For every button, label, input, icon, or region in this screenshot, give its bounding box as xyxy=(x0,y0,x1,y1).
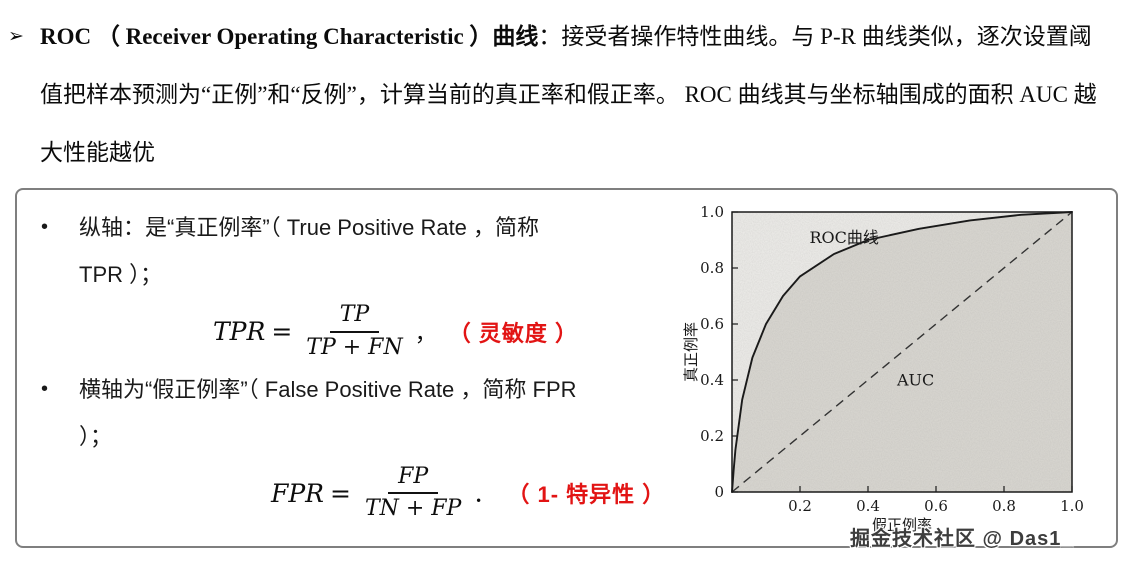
formula-fpr-numerator: FP xyxy=(388,464,439,495)
svg-text:0.4: 0.4 xyxy=(700,371,724,389)
bullet-dot-icon: • xyxy=(41,377,49,400)
intro-paragraph: ➢ ROC （ Receiver Operating Characteristi… xyxy=(0,0,1130,186)
formula-tpr-numerator: TP xyxy=(329,302,380,333)
definitions-column: • 纵轴：是“真正例率”（ True Positive Rate ，简称 TPR… xyxy=(33,198,678,540)
svg-text:0.2: 0.2 xyxy=(788,497,812,515)
vertical-axis-definition: 纵轴：是“真正例率”（ True Positive Rate ，简称 TPR ）… xyxy=(79,215,540,287)
formula-fpr: FPR = FP TN + FP ． （ 1- 特异性 ） xyxy=(271,464,678,524)
formula-fpr-punctuation: ． xyxy=(473,483,496,509)
bullet-dot-icon: • xyxy=(41,216,49,238)
intro-text: ROC （ Receiver Operating Characteristic … xyxy=(40,8,1114,182)
bullet-item-vertical-axis: • 纵轴：是“真正例率”（ True Positive Rate ，简称 TPR… xyxy=(33,204,678,298)
bullet-item-horizontal-axis: • 横轴为“假正例率”（ False Positive Rate ，简称 FPR… xyxy=(33,366,678,460)
definition-panel: • 纵轴：是“真正例率”（ True Positive Rate ，简称 TPR… xyxy=(15,188,1118,550)
intro-lead-bold: ROC （ Receiver Operating Characteristic … xyxy=(40,24,539,49)
svg-text:0.8: 0.8 xyxy=(992,497,1016,515)
svg-text:1.0: 1.0 xyxy=(1060,497,1084,515)
arrow-bullet-icon: ➢ xyxy=(8,26,24,47)
svg-text:0.8: 0.8 xyxy=(700,259,724,277)
formula-tpr-denominator: TP + FN xyxy=(306,334,403,360)
watermark: 掘金技术社区 @ Das1_ xyxy=(850,528,1074,550)
formula-fpr-denominator: TN + FP xyxy=(364,496,462,522)
formula-tpr-equals: = xyxy=(271,317,293,347)
formula-tpr: TPR = TP TP + FN ， （ 灵敏度 ） xyxy=(213,302,678,362)
formula-fpr-fraction: FP TN + FP xyxy=(361,464,465,524)
formula-tpr-fraction: TP TP + FN xyxy=(302,302,406,362)
svg-text:真正例率: 真正例率 xyxy=(682,322,700,382)
svg-text:0.6: 0.6 xyxy=(924,497,948,515)
svg-text:0.4: 0.4 xyxy=(856,497,880,515)
svg-text:0.2: 0.2 xyxy=(700,427,724,445)
formula-fpr-equals: = xyxy=(330,478,351,508)
formula-tpr-note: （ 灵敏度 ） xyxy=(448,320,578,346)
formula-tpr-punctuation: ， xyxy=(414,321,437,347)
intro-body: ：接受者操作特性曲线。与 P-R 曲线类似，逐次设置阈值把样本预测为“正例”和“… xyxy=(40,24,1097,165)
svg-text:AUC: AUC xyxy=(896,371,934,390)
svg-text:假正例率: 假正例率 xyxy=(872,516,932,534)
svg-text:1.0: 1.0 xyxy=(700,203,724,221)
roc-chart-area: 0 0.2 0.4 0.6 0.8 1.0 0.2 0.4 0.6 0.8 1.0 真正例率假正例率 R… xyxy=(678,198,1110,550)
formula-fpr-lhs: FPR xyxy=(271,478,324,508)
svg-text:0: 0 xyxy=(714,483,724,501)
svg-text:0.6: 0.6 xyxy=(700,315,724,333)
formula-fpr-note: （ 1- 特异性 ） xyxy=(507,482,666,508)
svg-text:ROC曲线: ROC曲线 xyxy=(809,228,878,247)
horizontal-axis-definition: 横轴为“假正例率”（ False Positive Rate ，简称 FPR ）… xyxy=(79,376,577,449)
formula-tpr-lhs: TPR xyxy=(213,317,266,347)
